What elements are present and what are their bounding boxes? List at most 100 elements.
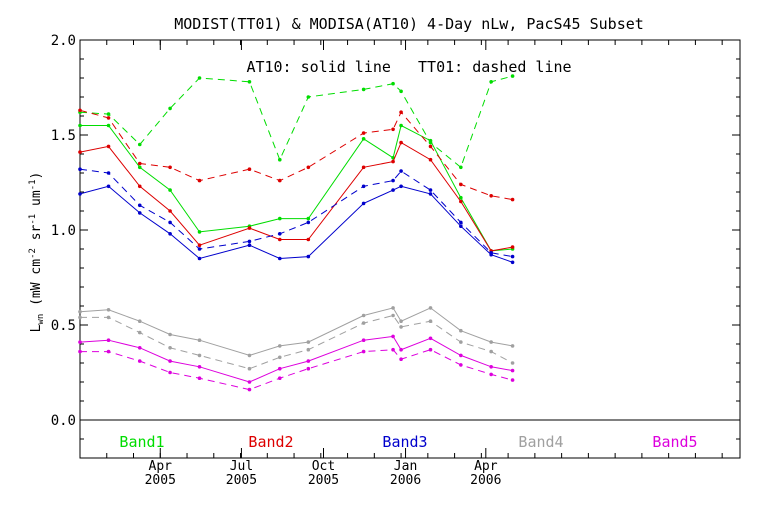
data-point-band5-solid	[247, 380, 252, 384]
data-point-band5-solid	[137, 346, 142, 350]
data-point-band4-dashed	[247, 366, 252, 371]
data-point-band3-dashed	[168, 220, 172, 225]
data-point-band3-solid	[197, 256, 202, 261]
data-point-band1-solid	[106, 123, 111, 128]
data-point-band4-dashed	[197, 353, 202, 358]
data-point-band4-dashed	[459, 340, 463, 344]
data-point-band4-dashed	[399, 325, 403, 329]
data-point-band3-solid	[78, 192, 82, 196]
data-point-band1-solid	[197, 230, 202, 234]
data-point-band2-solid	[137, 184, 142, 189]
legend-band1: Band1	[119, 433, 164, 451]
data-point-band3-solid	[106, 184, 111, 189]
data-point-band5-dashed	[361, 349, 366, 354]
y-tick-label: 0.0	[51, 413, 76, 429]
data-point-band4-dashed	[277, 355, 282, 360]
data-point-band3-dashed	[306, 220, 311, 225]
data-point-band1-dashed	[361, 87, 366, 92]
plot-area: 0.00.51.01.52.0Apr2005Jul2005Oct2005Jan2…	[51, 33, 741, 488]
data-point-band4-solid	[168, 332, 172, 337]
data-point-band5-dashed	[510, 378, 515, 382]
data-point-band5-solid	[306, 359, 311, 363]
data-point-band5-dashed	[428, 347, 433, 352]
data-point-band2-solid	[277, 237, 282, 242]
data-point-band1-dashed	[459, 165, 463, 170]
data-point-band5-dashed	[391, 347, 395, 352]
data-point-band4-dashed	[106, 315, 111, 320]
data-point-band1-dashed	[399, 89, 403, 94]
data-point-band4-solid	[137, 319, 142, 324]
data-point-band1-dashed	[197, 76, 202, 80]
chart-title: MODIST(TT01) & MODISA(AT10) 4-Day nLw, P…	[174, 15, 644, 33]
data-point-band2-dashed	[391, 127, 395, 132]
data-point-band4-solid	[428, 306, 433, 310]
data-point-band2-dashed	[247, 167, 252, 171]
data-point-band4-solid	[459, 328, 463, 333]
data-point-band4-solid	[106, 308, 111, 312]
data-point-band3-dashed	[391, 178, 395, 183]
data-point-band3-solid	[137, 211, 142, 215]
data-point-band3-dashed	[197, 247, 202, 251]
data-point-band3-solid	[428, 192, 433, 196]
data-point-band3-dashed	[106, 171, 111, 175]
data-point-band3-solid	[459, 224, 463, 228]
data-point-band3-dashed	[247, 239, 252, 244]
data-point-band5-dashed	[459, 363, 463, 367]
data-point-band4-solid	[489, 340, 493, 344]
data-point-band2-solid	[106, 144, 111, 149]
data-point-band4-dashed	[428, 319, 433, 324]
data-point-band2-solid	[168, 209, 172, 213]
legend-band4: Band4	[518, 433, 563, 451]
data-point-band4-solid	[361, 313, 366, 318]
data-point-band4-solid	[247, 353, 252, 358]
data-point-band5-solid	[399, 347, 403, 352]
series-line-band3-dashed	[79, 168, 513, 258]
data-point-band3-solid	[277, 256, 282, 261]
data-point-band4-solid	[78, 309, 82, 314]
data-point-band5-dashed	[137, 359, 142, 363]
data-point-band1-solid	[306, 216, 311, 221]
data-point-band5-solid	[197, 365, 202, 369]
x-tick-month: Apr	[149, 459, 173, 474]
data-point-band2-solid	[391, 159, 395, 164]
data-point-band2-dashed	[306, 165, 311, 170]
data-point-band4-dashed	[391, 313, 395, 318]
data-point-band5-solid	[391, 334, 395, 339]
data-point-band5-dashed	[197, 376, 202, 381]
data-point-band5-solid	[459, 353, 463, 358]
data-point-band2-solid	[306, 237, 311, 242]
data-point-band3-dashed	[428, 188, 433, 192]
data-point-band5-dashed	[247, 387, 252, 392]
data-point-band2-dashed	[489, 194, 493, 198]
data-point-band3-dashed	[510, 254, 515, 259]
data-point-band3-solid	[391, 188, 395, 192]
data-point-band1-dashed	[391, 81, 395, 86]
data-point-band2-dashed	[399, 110, 403, 114]
data-point-band3-solid	[510, 260, 515, 265]
data-point-band2-dashed	[78, 108, 82, 113]
y-tick-label: 0.5	[51, 318, 76, 334]
x-tick-year: 2005	[226, 473, 257, 488]
data-point-band2-solid	[197, 243, 202, 247]
data-point-band2-solid	[78, 150, 82, 154]
series-line-band5-dashed	[80, 349, 513, 391]
data-point-band1-dashed	[306, 95, 311, 99]
data-point-band4-dashed	[78, 315, 82, 320]
data-point-band5-solid	[106, 338, 111, 343]
data-point-band3-dashed	[137, 203, 142, 208]
data-point-band3-solid	[306, 254, 311, 259]
data-point-band1-dashed	[510, 74, 515, 78]
x-tick-month: Jul	[230, 459, 253, 474]
data-point-band3-dashed	[78, 167, 82, 171]
data-point-band2-dashed	[510, 197, 515, 202]
data-point-band1-dashed	[277, 157, 282, 162]
data-point-band4-dashed	[361, 321, 366, 325]
data-point-band3-solid	[399, 184, 403, 189]
data-point-band5-solid	[78, 340, 82, 344]
data-point-band5-dashed	[78, 349, 82, 354]
y-tick-label: 2.0	[51, 33, 76, 49]
data-point-band2-dashed	[137, 161, 142, 166]
data-point-band3-dashed	[277, 232, 282, 236]
data-point-band4-solid	[306, 340, 311, 344]
